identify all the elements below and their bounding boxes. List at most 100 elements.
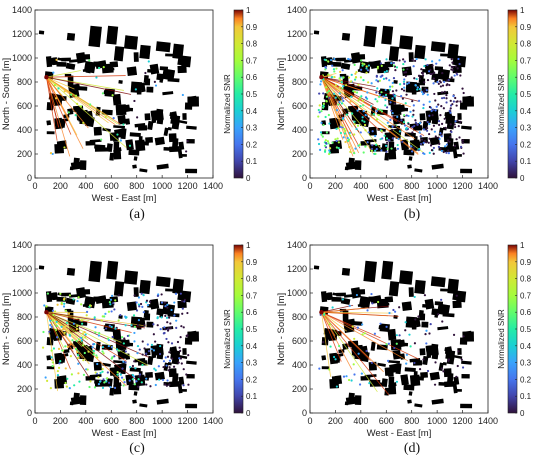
snr-sample (390, 128, 394, 131)
snr-sample (411, 100, 414, 103)
snr-sample (423, 64, 426, 68)
snr-sample (426, 78, 430, 82)
colorbar-tick-label: 0.2 (246, 140, 258, 149)
snr-sample (365, 67, 368, 70)
building (106, 143, 113, 153)
snr-sample (370, 361, 374, 364)
snr-ray (46, 76, 127, 148)
snr-sample (426, 126, 429, 130)
building (419, 78, 426, 86)
snr-sample (150, 343, 154, 346)
x-tick-label: 200 (328, 181, 343, 191)
snr-sample (422, 358, 425, 361)
snr-sample (319, 80, 323, 83)
snr-sample (354, 72, 357, 75)
snr-sample (385, 70, 388, 73)
building (104, 323, 115, 333)
building (329, 143, 339, 154)
building (436, 68, 451, 81)
snr-sample (163, 331, 166, 335)
building (430, 343, 439, 352)
x-tick-label: 1200 (178, 416, 198, 426)
snr-sample (167, 327, 170, 330)
snr-sample (101, 386, 105, 390)
snr-sample (64, 381, 67, 385)
snr-sample (395, 89, 398, 92)
snr-sample (130, 324, 133, 327)
snr-sample (348, 58, 352, 61)
building (67, 75, 74, 87)
building (438, 381, 450, 387)
building (93, 361, 102, 371)
snr-sample (178, 346, 181, 349)
snr-sample (367, 131, 370, 134)
snr-sample (318, 148, 322, 151)
snr-sample (89, 304, 92, 307)
snr-sample (77, 356, 80, 360)
building (139, 403, 148, 408)
snr-sample (322, 340, 325, 344)
building (56, 61, 67, 67)
snr-sample (336, 137, 339, 140)
snr-sample (366, 69, 370, 72)
snr-sample (106, 371, 109, 374)
building (139, 168, 148, 173)
building (170, 115, 181, 125)
snr-sample (413, 124, 416, 128)
building (341, 267, 351, 276)
snr-sample (438, 59, 441, 62)
snr-sample (85, 314, 88, 317)
snr-sample (425, 89, 428, 92)
snr-sample (327, 89, 331, 93)
snr-sample (145, 352, 148, 355)
snr-sample (413, 59, 417, 62)
snr-sample (450, 65, 453, 68)
snr-sample (409, 145, 413, 148)
building (117, 114, 127, 125)
building (404, 367, 416, 373)
snr-sample (341, 298, 344, 301)
building (172, 346, 178, 353)
snr-sample (383, 134, 386, 137)
snr-sample (335, 139, 338, 143)
snr-sample (402, 121, 406, 124)
snr-sample (166, 303, 169, 306)
building (114, 363, 123, 374)
snr-sample (182, 326, 185, 329)
snr-sample (430, 109, 433, 113)
snr-sample (439, 114, 442, 117)
snr-sample (178, 357, 181, 360)
building (321, 366, 330, 370)
colorbar-tick-label: 0 (520, 409, 525, 418)
snr-sample (401, 140, 404, 143)
panel-label: (c) (129, 441, 145, 456)
snr-sample (385, 150, 388, 153)
snr-sample (459, 74, 462, 77)
snr-sample (356, 124, 360, 127)
snr-sample (66, 345, 69, 348)
snr-sample (361, 62, 364, 65)
building (70, 396, 82, 405)
building (411, 91, 417, 95)
building (442, 361, 447, 366)
snr-sample (434, 99, 437, 102)
colorbar-tick-label: 0.8 (520, 275, 532, 284)
snr-sample (449, 111, 452, 114)
snr-sample (183, 298, 186, 301)
building (443, 368, 452, 378)
snr-sample (52, 71, 55, 74)
building (185, 168, 198, 174)
building (400, 374, 409, 386)
snr-sample (152, 349, 156, 352)
snr-sample (337, 103, 340, 106)
building (414, 403, 423, 408)
snr-sample (414, 84, 417, 87)
snr-sample (170, 357, 174, 360)
building (56, 376, 61, 381)
snr-sample (389, 101, 392, 104)
snr-sample (448, 83, 451, 87)
snr-sample (63, 90, 66, 93)
building (345, 161, 357, 170)
snr-sample (422, 128, 425, 131)
building (46, 355, 52, 361)
